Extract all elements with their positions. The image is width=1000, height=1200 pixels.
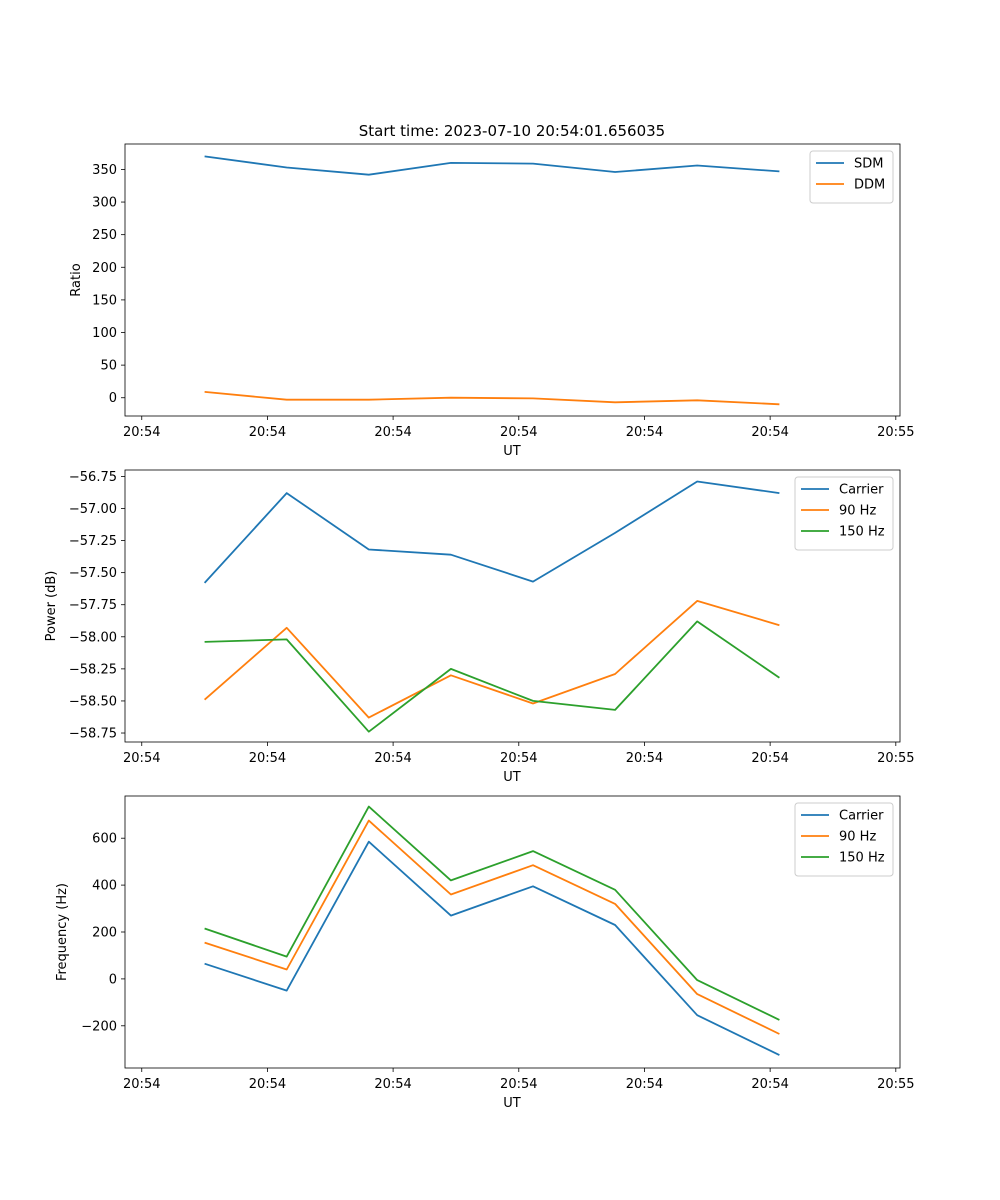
x-axis-label: UT <box>503 770 521 785</box>
y-tick-label: 350 <box>92 163 117 178</box>
y-tick-label: 200 <box>92 261 117 276</box>
x-tick-label: 20:54 <box>500 1077 537 1092</box>
x-tick-label: 20:54 <box>374 1077 411 1092</box>
y-tick-label: −58.75 <box>69 727 117 742</box>
y-tick-label: −57.25 <box>69 534 117 549</box>
y-tick-label: −56.75 <box>69 470 117 485</box>
legend-label: DDM <box>854 178 885 193</box>
legend-label: Carrier <box>839 483 884 498</box>
series-line-150-hz <box>204 805 780 1021</box>
x-tick-label: 20:54 <box>751 425 788 440</box>
chart-title: Start time: 2023-07-10 20:54:01.656035 <box>359 122 665 140</box>
x-tick-label: 20:55 <box>877 751 914 766</box>
x-tick-label: 20:54 <box>123 425 160 440</box>
legend-label: SDM <box>854 157 883 172</box>
legend-label: 90 Hz <box>839 830 876 845</box>
y-tick-label: −58.00 <box>69 630 117 645</box>
y-axis-label: Power (dB) <box>44 571 59 642</box>
y-tick-label: −57.75 <box>69 598 117 613</box>
legend-label: 90 Hz <box>839 504 876 519</box>
y-tick-label: 150 <box>92 293 117 308</box>
series-line-150-hz <box>204 620 780 733</box>
x-tick-label: 20:55 <box>877 425 914 440</box>
x-tick-label: 20:54 <box>626 751 663 766</box>
legend-label: Carrier <box>839 809 884 824</box>
y-tick-label: 400 <box>92 879 117 894</box>
series-line-carrier <box>203 480 780 584</box>
y-tick-label: −58.25 <box>69 662 117 677</box>
chart-panel-1: 20:54 20:54 20:54 20:54 20:54 20:54 20:55 0 50 10… <box>69 143 915 459</box>
y-tick-label: 600 <box>92 832 117 847</box>
axes-frame <box>124 469 901 743</box>
series-line-sdm <box>204 155 780 176</box>
legend: Carrier 90 Hz 150 Hz <box>794 802 894 877</box>
x-axis-label: UT <box>503 1096 521 1111</box>
y-tick-label: −58.50 <box>69 694 117 709</box>
y-tick-label: 0 <box>109 391 117 406</box>
series-line-90-hz <box>204 600 780 719</box>
series-line-90-hz <box>204 819 780 1035</box>
axes-frame <box>124 143 901 417</box>
chart-panel-2: 20:54 20:54 20:54 20:54 20:54 20:54 20:55 −58.7… <box>44 469 915 785</box>
legend: Carrier 90 Hz 150 Hz <box>794 476 894 551</box>
x-tick-label: 20:54 <box>626 425 663 440</box>
x-tick-label: 20:54 <box>626 1077 663 1092</box>
x-tick-label: 20:54 <box>500 425 537 440</box>
legend-label: 150 Hz <box>839 851 885 866</box>
y-axis-label: Ratio <box>69 263 84 296</box>
y-axis-label: Frequency (Hz) <box>55 883 70 981</box>
y-tick-label: 300 <box>92 196 117 211</box>
x-tick-label: 20:54 <box>374 751 411 766</box>
x-tick-label: 20:54 <box>249 425 286 440</box>
x-tick-label: 20:54 <box>500 751 537 766</box>
y-tick-label: −57.50 <box>69 566 117 581</box>
x-tick-label: 20:55 <box>877 1077 914 1092</box>
series-line-carrier <box>204 840 780 1056</box>
x-tick-label: 20:54 <box>751 1077 788 1092</box>
y-tick-label: 100 <box>92 326 117 341</box>
y-tick-label: −57.00 <box>69 502 117 517</box>
y-tick-label: 250 <box>92 228 117 243</box>
x-tick-label: 20:54 <box>249 751 286 766</box>
legend: SDM DDM <box>809 150 894 204</box>
x-axis-label: UT <box>503 444 521 459</box>
x-tick-label: 20:54 <box>123 751 160 766</box>
series-line-ddm <box>204 391 780 406</box>
x-tick-label: 20:54 <box>123 1077 160 1092</box>
y-tick-label: 0 <box>109 972 117 987</box>
y-tick-label: 50 <box>100 359 117 374</box>
legend-label: 150 Hz <box>839 525 885 540</box>
x-tick-label: 20:54 <box>249 1077 286 1092</box>
y-tick-label: −200 <box>81 1019 117 1034</box>
x-tick-label: 20:54 <box>751 751 788 766</box>
x-tick-label: 20:54 <box>374 425 411 440</box>
legend-box <box>809 150 894 204</box>
chart-panel-3: 20:54 20:54 20:54 20:54 20:54 20:54 20:55 −200 0… <box>55 795 915 1111</box>
y-tick-label: 200 <box>92 926 117 941</box>
